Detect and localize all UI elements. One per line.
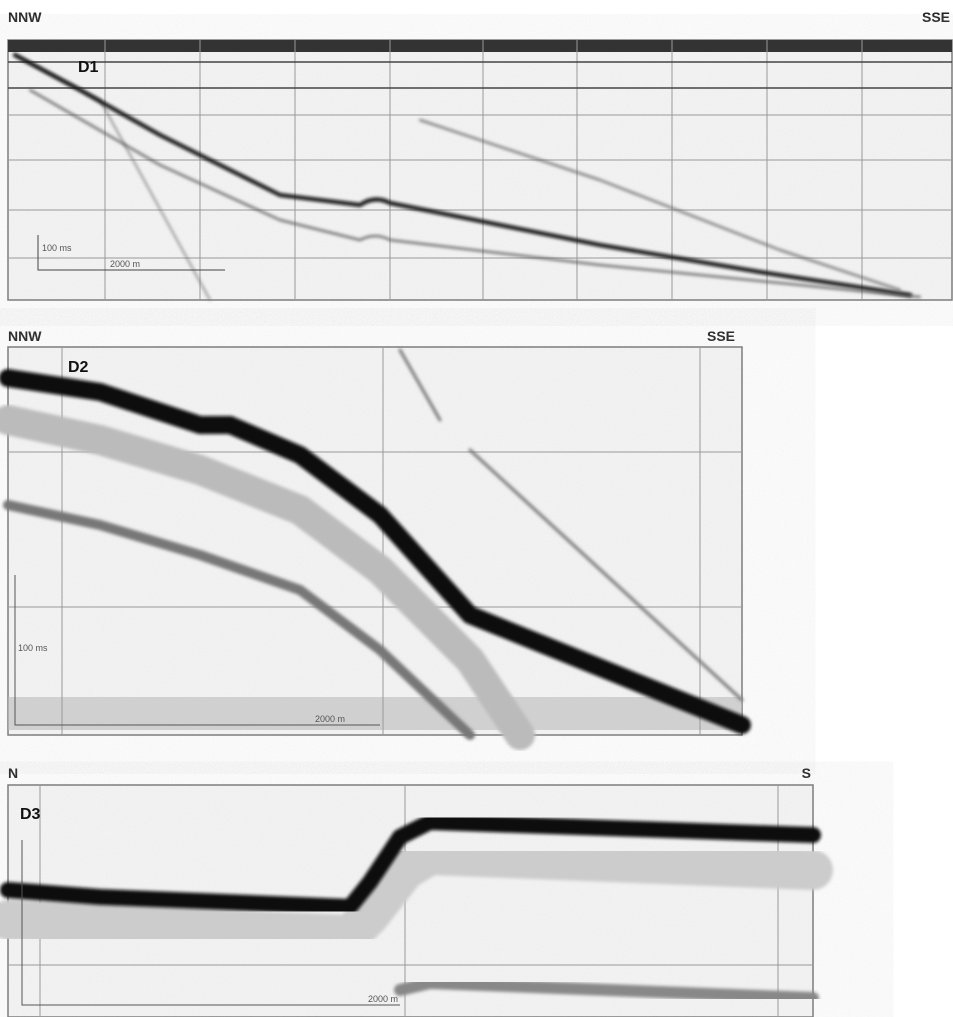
right-label: SSE [922,9,950,25]
right-label: SSE [707,328,735,344]
top-bar [8,40,952,52]
time-scale: 100 ms [18,643,48,653]
left-label: NNW [8,328,42,344]
panel-d2: NNW SSE D2 100 ms 2000 m [8,328,742,735]
time-scale: 100 ms [42,243,72,253]
figure: NNW SSE D1 100 ms 2000 m NNW SSE D2 100 … [0,0,953,1017]
left-label: NNW [8,9,42,25]
distance-scale: 2000 m [110,259,140,269]
panel-id: D3 [20,806,41,823]
distance-scale: 2000 m [315,714,345,724]
distance-scale: 2000 m [368,994,398,1004]
panel-id: D1 [78,59,99,76]
panel-id: D2 [68,359,89,376]
left-label: N [8,765,18,781]
panel-d1: NNW SSE D1 100 ms 2000 m [8,9,952,300]
panel-d3: N S D3 2000 m [8,765,813,1017]
right-label: S [802,765,811,781]
